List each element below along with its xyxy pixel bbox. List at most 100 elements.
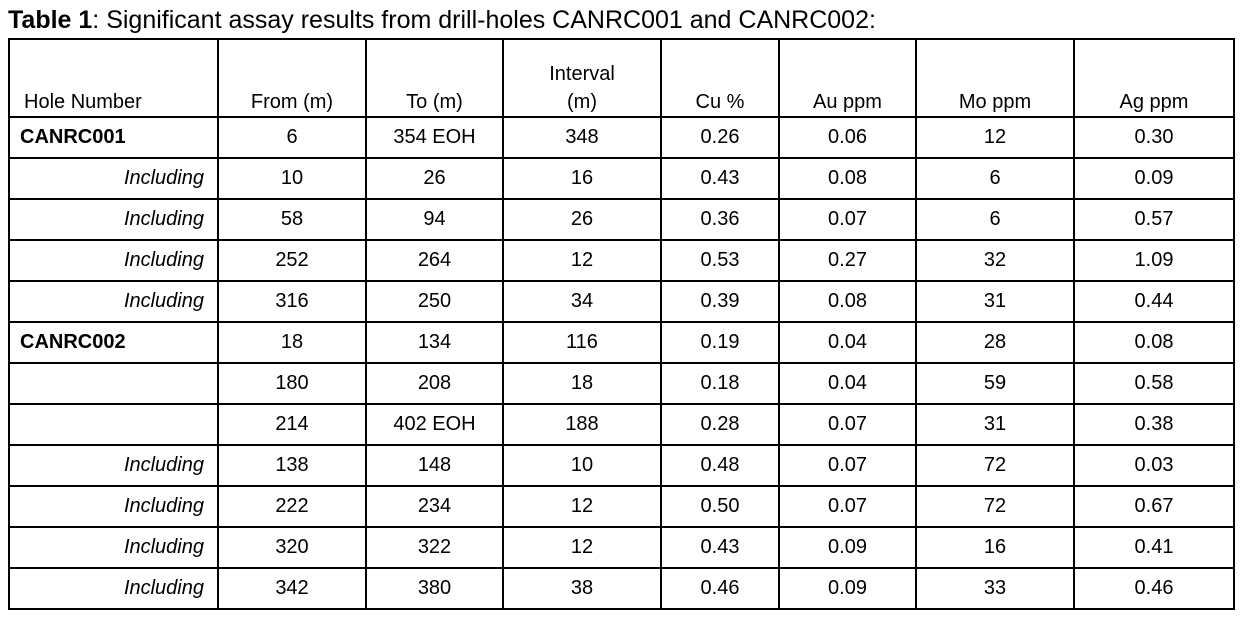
table-row: Including 58 94 26 0.36 0.07 6 0.57	[8, 198, 1235, 241]
cell-cu: 0.26	[660, 116, 780, 159]
cell-interval: 34	[502, 280, 662, 323]
cell-ag: 1.09	[1073, 239, 1235, 282]
cell-hole: Including	[8, 198, 219, 241]
column-header-cu: Cu %	[660, 38, 780, 118]
cell-to: 250	[365, 280, 504, 323]
document-page: Table 1: Significant assay results from …	[8, 6, 1235, 610]
cell-au: 0.07	[778, 198, 917, 241]
cell-to: 322	[365, 526, 504, 569]
cell-interval: 12	[502, 239, 662, 282]
cell-ag: 0.38	[1073, 403, 1235, 446]
cell-au: 0.09	[778, 526, 917, 569]
cell-au: 0.07	[778, 444, 917, 487]
cell-to: 380	[365, 567, 504, 610]
cell-to: 148	[365, 444, 504, 487]
cell-cu: 0.50	[660, 485, 780, 528]
cell-au: 0.04	[778, 362, 917, 405]
cell-to: 264	[365, 239, 504, 282]
cell-to: 208	[365, 362, 504, 405]
cell-cu: 0.36	[660, 198, 780, 241]
cell-interval: 12	[502, 526, 662, 569]
cell-cu: 0.28	[660, 403, 780, 446]
cell-mo: 72	[915, 485, 1075, 528]
cell-ag: 0.57	[1073, 198, 1235, 241]
cell-cu: 0.46	[660, 567, 780, 610]
cell-au: 0.08	[778, 157, 917, 200]
cell-mo: 31	[915, 280, 1075, 323]
cell-ag: 0.44	[1073, 280, 1235, 323]
column-header-to: To (m)	[365, 38, 504, 118]
cell-from: 316	[217, 280, 367, 323]
column-header-mo: Mo ppm	[915, 38, 1075, 118]
cell-mo: 72	[915, 444, 1075, 487]
cell-to: 234	[365, 485, 504, 528]
cell-interval: 348	[502, 116, 662, 159]
table-header: Hole Number From (m) To (m) Interval (m) Cu %…	[8, 38, 1235, 118]
table-row: 180 208 18 0.18 0.04 59 0.58	[8, 362, 1235, 405]
cell-au: 0.27	[778, 239, 917, 282]
cell-au: 0.04	[778, 321, 917, 364]
table-row: CANRC001 6 354 EOH 348 0.26 0.06 12 0.30	[8, 116, 1235, 159]
table-row: Including 342 380 38 0.46 0.09 33 0.46	[8, 567, 1235, 610]
cell-au: 0.06	[778, 116, 917, 159]
cell-mo: 6	[915, 157, 1075, 200]
cell-hole: Including	[8, 157, 219, 200]
cell-ag: 0.08	[1073, 321, 1235, 364]
cell-interval: 116	[502, 321, 662, 364]
cell-ag: 0.30	[1073, 116, 1235, 159]
cell-hole: Including	[8, 526, 219, 569]
cell-hole: Including	[8, 567, 219, 610]
cell-mo: 31	[915, 403, 1075, 446]
column-header-au: Au ppm	[778, 38, 917, 118]
cell-ag: 0.46	[1073, 567, 1235, 610]
cell-ag: 0.67	[1073, 485, 1235, 528]
cell-ag: 0.41	[1073, 526, 1235, 569]
cell-hole: Including	[8, 280, 219, 323]
table-row: Including 10 26 16 0.43 0.08 6 0.09	[8, 157, 1235, 200]
cell-from: 342	[217, 567, 367, 610]
cell-from: 6	[217, 116, 367, 159]
cell-to: 134	[365, 321, 504, 364]
cell-interval: 16	[502, 157, 662, 200]
cell-to: 94	[365, 198, 504, 241]
cell-mo: 16	[915, 526, 1075, 569]
cell-cu: 0.39	[660, 280, 780, 323]
cell-hole	[8, 362, 219, 405]
column-header-from: From (m)	[217, 38, 367, 118]
cell-to: 354 EOH	[365, 116, 504, 159]
table-row: Including 316 250 34 0.39 0.08 31 0.44	[8, 280, 1235, 323]
cell-cu: 0.53	[660, 239, 780, 282]
cell-ag: 0.58	[1073, 362, 1235, 405]
cell-interval: 10	[502, 444, 662, 487]
table-row: Including 222 234 12 0.50 0.07 72 0.67	[8, 485, 1235, 528]
table-row: 214 402 EOH 188 0.28 0.07 31 0.38	[8, 403, 1235, 446]
cell-mo: 59	[915, 362, 1075, 405]
table-body: CANRC001 6 354 EOH 348 0.26 0.06 12 0.30 Includi…	[8, 116, 1235, 610]
cell-au: 0.09	[778, 567, 917, 610]
cell-cu: 0.19	[660, 321, 780, 364]
cell-au: 0.07	[778, 403, 917, 446]
cell-to: 26	[365, 157, 504, 200]
table-header-row: Hole Number From (m) To (m) Interval (m) Cu %…	[8, 38, 1235, 118]
cell-interval: 26	[502, 198, 662, 241]
cell-hole: Including	[8, 485, 219, 528]
cell-mo: 12	[915, 116, 1075, 159]
cell-mo: 28	[915, 321, 1075, 364]
cell-cu: 0.18	[660, 362, 780, 405]
cell-hole: Including	[8, 239, 219, 282]
cell-from: 138	[217, 444, 367, 487]
cell-hole: Including	[8, 444, 219, 487]
cell-hole	[8, 403, 219, 446]
cell-from: 18	[217, 321, 367, 364]
column-header-ag: Ag ppm	[1073, 38, 1235, 118]
cell-from: 252	[217, 239, 367, 282]
assay-results-table: Hole Number From (m) To (m) Interval (m) Cu %…	[8, 38, 1235, 610]
cell-interval: 188	[502, 403, 662, 446]
cell-interval: 18	[502, 362, 662, 405]
column-header-interval: Interval (m)	[502, 38, 662, 118]
cell-mo: 33	[915, 567, 1075, 610]
cell-ag: 0.09	[1073, 157, 1235, 200]
cell-from: 320	[217, 526, 367, 569]
cell-from: 10	[217, 157, 367, 200]
cell-from: 222	[217, 485, 367, 528]
